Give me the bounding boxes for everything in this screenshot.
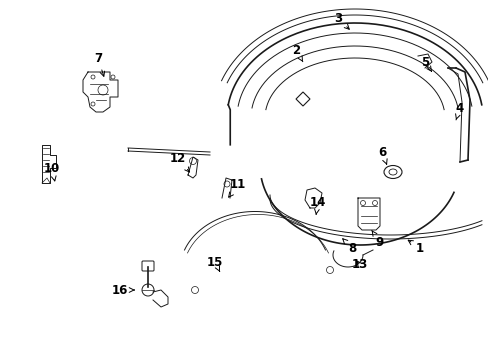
- Text: 11: 11: [228, 179, 245, 197]
- Text: 1: 1: [407, 240, 423, 255]
- Text: 3: 3: [333, 12, 348, 29]
- Text: 13: 13: [351, 258, 367, 271]
- Text: 14: 14: [309, 195, 325, 214]
- Text: 8: 8: [342, 239, 355, 255]
- Text: 2: 2: [291, 44, 302, 62]
- Text: 12: 12: [169, 152, 189, 172]
- Text: 15: 15: [206, 256, 223, 271]
- Text: 5: 5: [420, 55, 431, 71]
- Text: 7: 7: [94, 51, 104, 76]
- Text: 10: 10: [44, 162, 60, 181]
- Text: 9: 9: [371, 230, 384, 248]
- Text: 16: 16: [112, 284, 134, 297]
- Text: 4: 4: [455, 102, 463, 120]
- Text: 6: 6: [377, 145, 386, 164]
